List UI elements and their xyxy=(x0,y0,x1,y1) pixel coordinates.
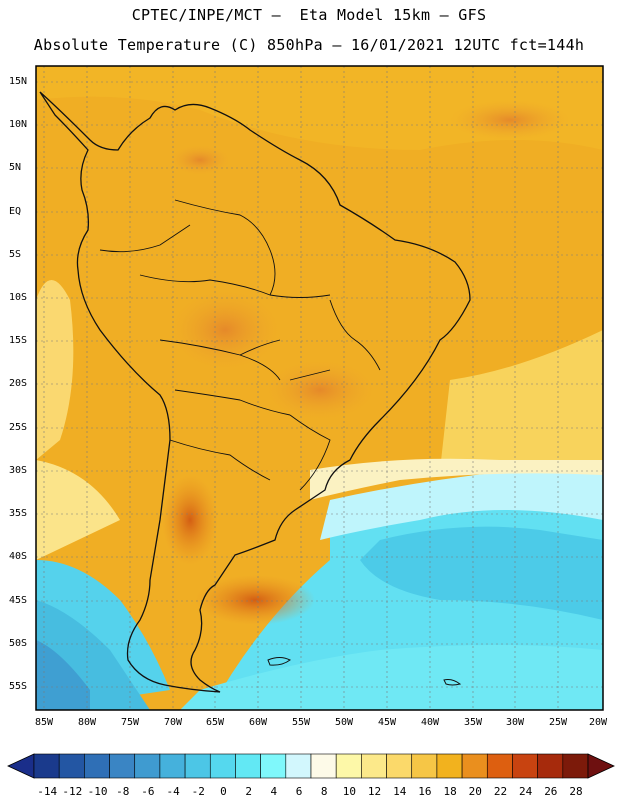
lat-label-45s: 45S xyxy=(9,595,28,606)
colorbar-swatch xyxy=(235,753,261,779)
graticule xyxy=(36,66,603,710)
colorbar-swatch xyxy=(209,753,236,779)
colorbar-swatch xyxy=(58,753,85,779)
colorbar-tick-label: 16 xyxy=(418,785,432,798)
colorbar-swatch xyxy=(486,753,513,779)
colorbar-swatch xyxy=(411,753,438,779)
lat-label-eq: EQ xyxy=(9,206,22,217)
colorbar-tick-label: 28 xyxy=(569,785,583,798)
lat-label-25s: 25S xyxy=(9,422,28,433)
colorbar-tick-label: -2 xyxy=(191,785,205,798)
lon-label-35w: 35W xyxy=(463,717,483,728)
lat-label-50s: 50S xyxy=(9,638,28,649)
map-title-line2: Absolute Temperature (C) 850hPa – 16/01/… xyxy=(33,36,585,54)
colorbar-swatch xyxy=(537,753,564,779)
colorbar-tick-label: 22 xyxy=(493,785,508,798)
lat-label-10s: 10S xyxy=(9,292,28,303)
colorbar-tick-label: -6 xyxy=(141,785,155,798)
lon-label-25w: 25W xyxy=(548,717,568,728)
colorbar-swatch xyxy=(84,753,110,779)
colorbar-swatch xyxy=(285,753,312,779)
colorbar-swatch xyxy=(184,753,211,779)
lon-label-65w: 65W xyxy=(205,717,225,728)
colorbar-tick-label: 2 xyxy=(245,785,252,798)
colorbar-tick-label: 4 xyxy=(270,785,278,798)
lon-label-40w: 40W xyxy=(420,717,440,728)
lon-label-20w: 20W xyxy=(588,717,608,728)
temperature-field xyxy=(36,66,603,710)
colorbar-tick-label: -14 xyxy=(37,785,58,798)
colorbar-swatch xyxy=(386,753,413,779)
south-america-coastline xyxy=(39,91,471,693)
lat-label-40s: 40S xyxy=(9,551,28,562)
lon-label-30w: 30W xyxy=(505,717,525,728)
lon-label-80w: 80W xyxy=(77,717,97,728)
colorbar-swatch xyxy=(109,753,136,779)
colorbar-tick-label: -4 xyxy=(166,785,180,798)
colorbar-tick-label: 6 xyxy=(295,785,303,798)
lon-label-50w: 50W xyxy=(334,717,354,728)
colorbar-swatch xyxy=(134,753,161,779)
lon-label-75w: 75W xyxy=(120,717,140,728)
colorbar-tick-label: 10 xyxy=(342,785,356,798)
colorbar-swatch xyxy=(512,753,538,779)
colorbar-tick-label: 26 xyxy=(544,785,558,798)
colorbar-swatch xyxy=(260,753,287,779)
lon-label-85w: 85W xyxy=(34,717,54,728)
colorbar-tick-label: 8 xyxy=(320,785,328,798)
country-borders xyxy=(99,199,381,491)
lat-label-5s: 5S xyxy=(9,249,22,260)
lat-label-20s: 20S xyxy=(9,378,28,389)
lon-label-70w: 70W xyxy=(163,717,183,728)
colorbar-swatch xyxy=(361,753,387,779)
colorbar-swatch xyxy=(159,753,186,779)
colorbar-swatch xyxy=(335,753,362,779)
lon-label-45w: 45W xyxy=(377,717,397,728)
lat-label-15s: 15S xyxy=(9,335,28,346)
lat-label-35s: 35S xyxy=(9,508,28,519)
colorbar-swatch xyxy=(310,753,337,779)
lat-label-5n: 5N xyxy=(9,162,22,173)
colorbar-tick-label: 18 xyxy=(443,785,457,798)
colorbar-low-arrow xyxy=(7,753,35,779)
colorbar-tick-label: -10 xyxy=(87,785,108,798)
colorbar-tick-label: 0 xyxy=(220,785,227,798)
lat-label-30s: 30S xyxy=(9,465,28,476)
colorbar-tick-label: 24 xyxy=(519,785,533,798)
lon-label-60w: 60W xyxy=(248,717,268,728)
lat-label-15n: 15N xyxy=(9,76,28,87)
colorbar-tick-label: 20 xyxy=(468,785,482,798)
lon-label-55w: 55W xyxy=(291,717,311,728)
colorbar-swatch xyxy=(562,753,589,779)
colorbar-swatch xyxy=(436,753,463,779)
temperature-colorbar xyxy=(7,753,615,779)
map-title-line1: CPTEC/INPE/MCT – Eta Model 15km – GFS xyxy=(131,6,487,24)
colorbar-tick-label: -8 xyxy=(116,785,130,798)
colorbar-tick-label: 12 xyxy=(367,785,382,798)
colorbar-swatch xyxy=(461,753,488,779)
colorbar-high-arrow xyxy=(587,753,615,779)
lat-label-10n: 10N xyxy=(9,119,28,130)
colorbar-tick-label: 14 xyxy=(393,785,407,798)
colorbar-swatch xyxy=(33,753,60,779)
colorbar-tick-label: -12 xyxy=(62,785,83,798)
lat-label-55s: 55S xyxy=(9,681,28,692)
